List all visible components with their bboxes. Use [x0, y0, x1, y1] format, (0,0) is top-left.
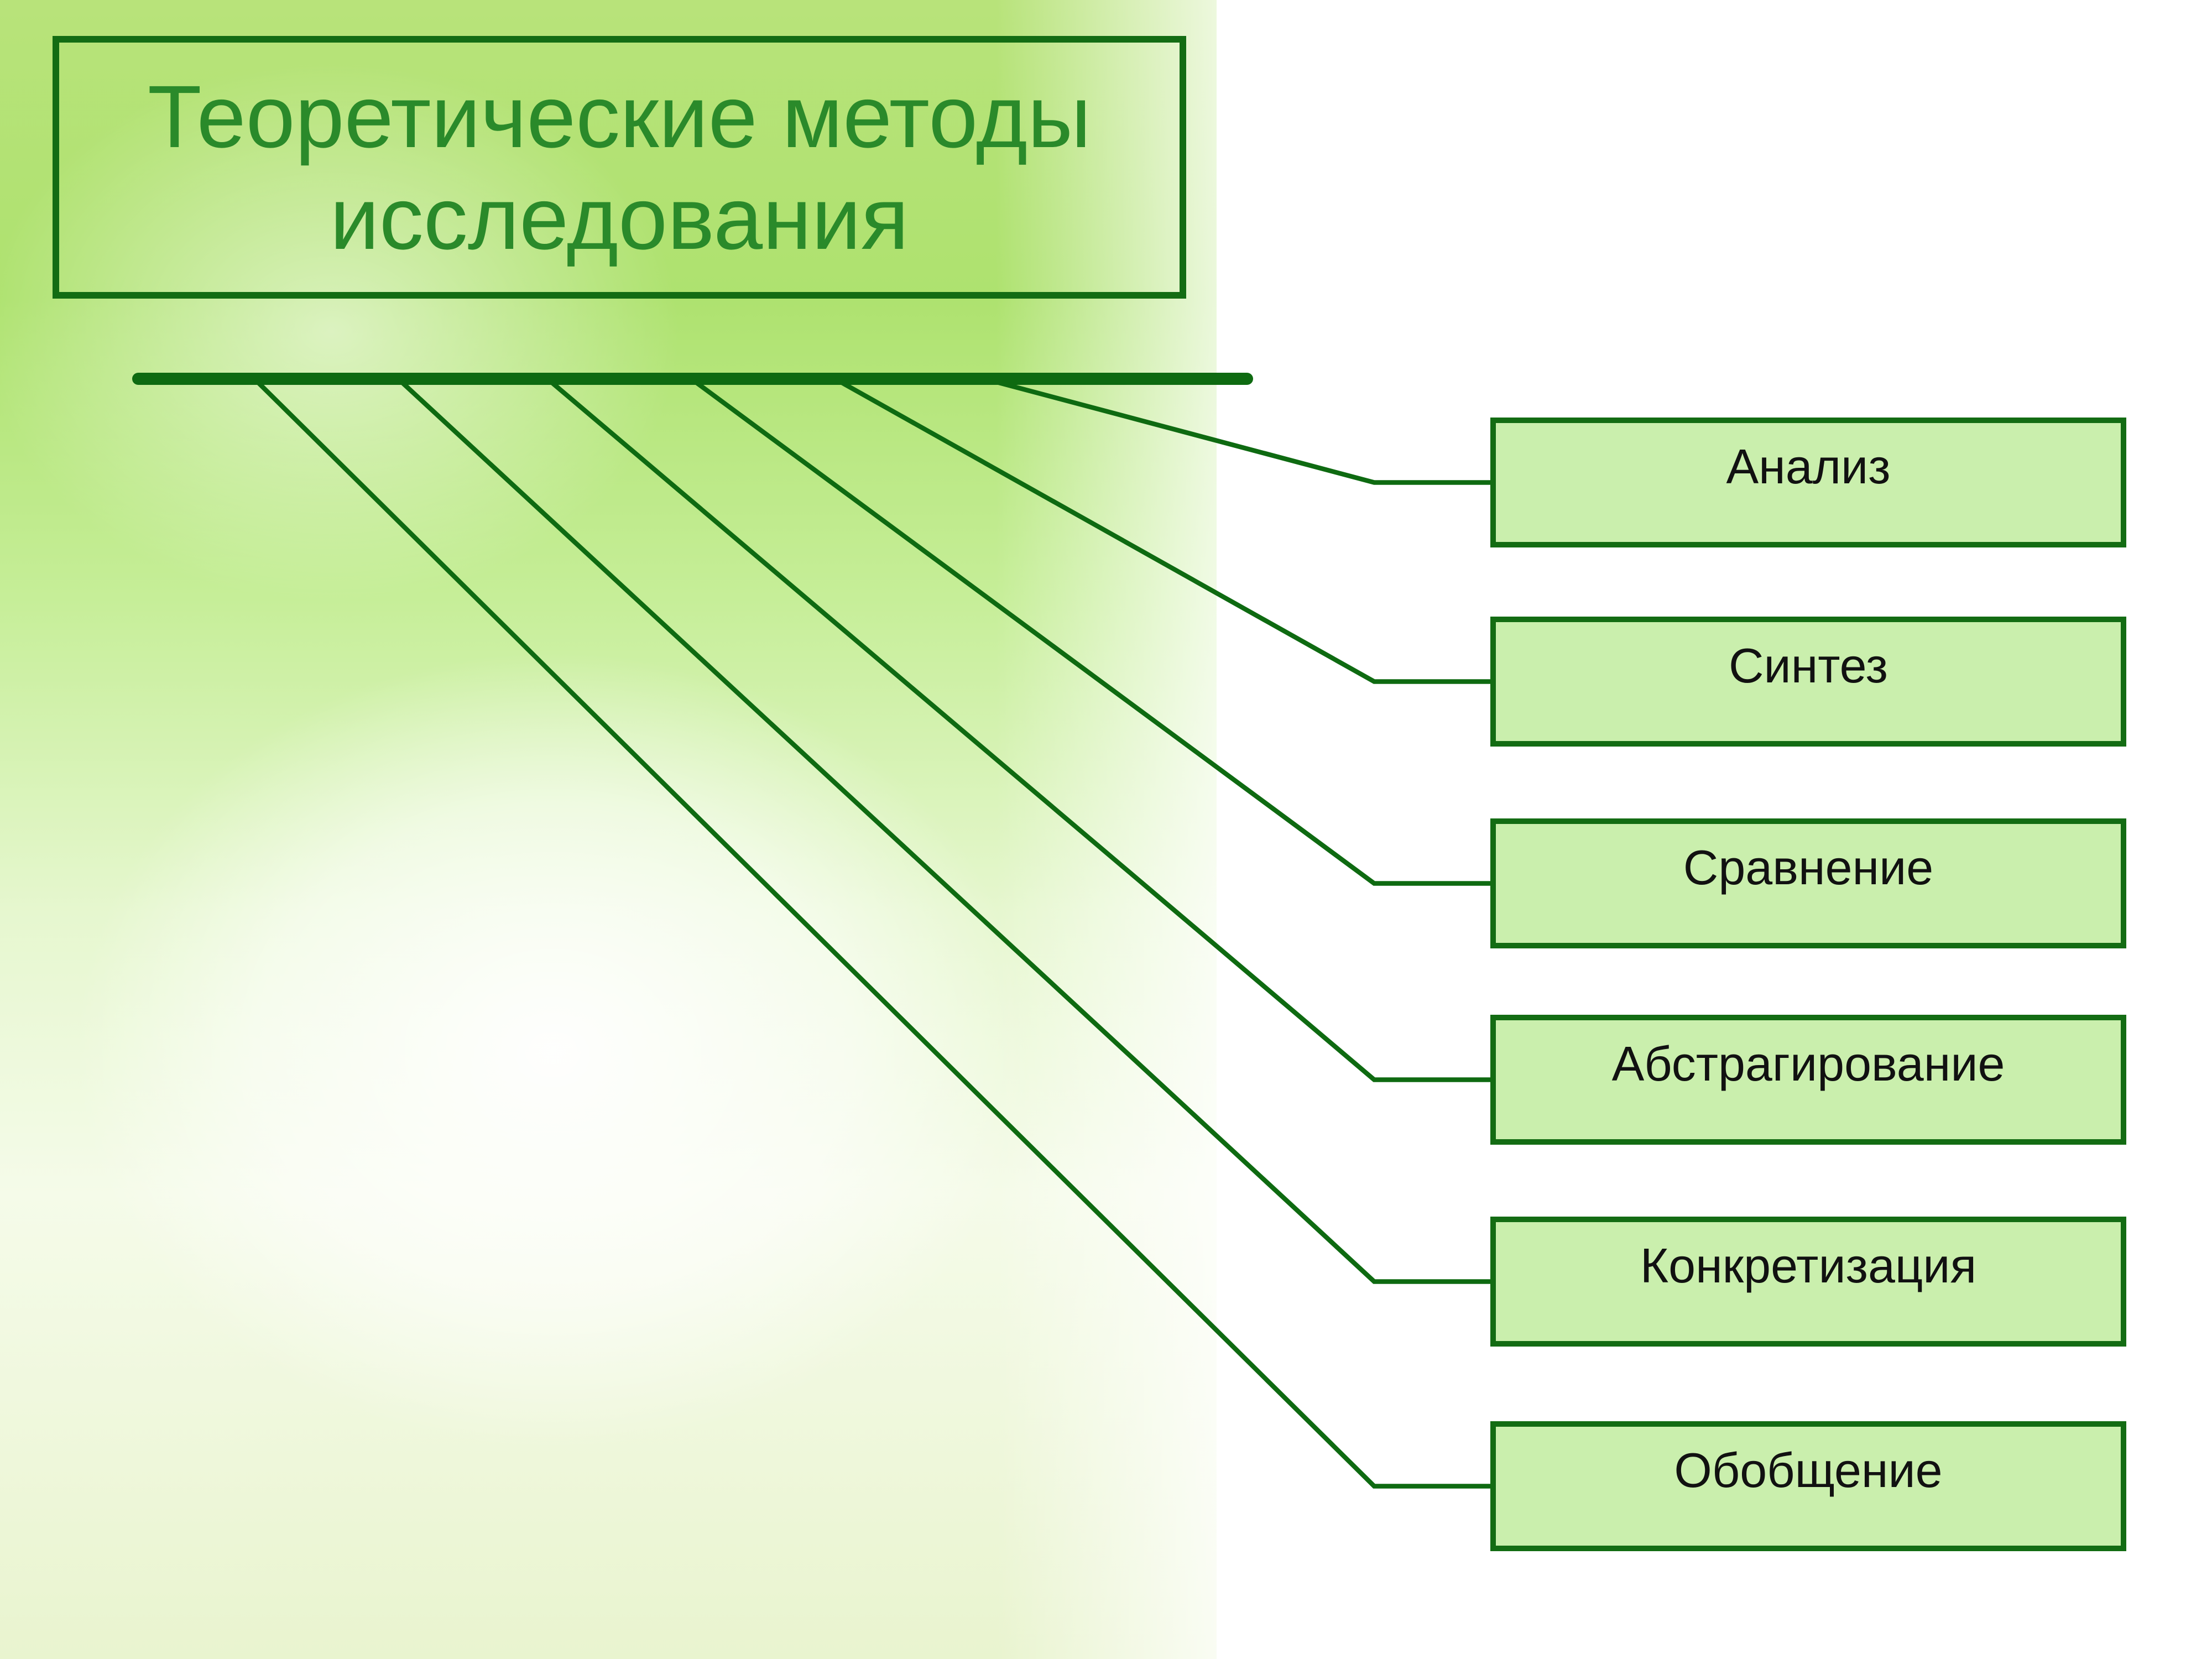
- method-label: Обобщение: [1674, 1442, 1942, 1499]
- method-label: Конкретизация: [1640, 1238, 1976, 1294]
- method-box: Анализ: [1490, 418, 2126, 547]
- slide-title: Теоретические методы исследования: [59, 66, 1180, 269]
- method-box: Синтез: [1490, 617, 2126, 747]
- method-label: Синтез: [1729, 638, 1888, 694]
- title-box: Теоретические методы исследования: [53, 36, 1186, 299]
- connector-line: [398, 379, 1490, 1282]
- method-box: Конкретизация: [1490, 1217, 2126, 1347]
- method-label: Анализ: [1726, 439, 1890, 495]
- method-box: Сравнение: [1490, 818, 2126, 948]
- method-label: Сравнение: [1683, 839, 1933, 896]
- connector-line: [691, 379, 1490, 884]
- method-label: Абстрагирование: [1612, 1036, 2005, 1092]
- connector-line: [984, 379, 1490, 483]
- method-box: Абстрагирование: [1490, 1015, 2126, 1145]
- connector-line: [254, 379, 1490, 1486]
- method-box: Обобщение: [1490, 1421, 2126, 1551]
